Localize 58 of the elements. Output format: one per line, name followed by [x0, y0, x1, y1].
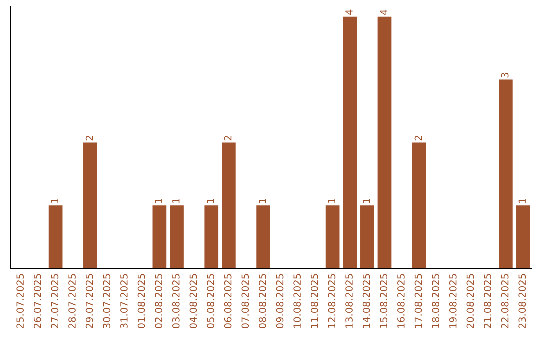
x-tick-label: 29.07.2025	[86, 274, 94, 328]
x-tick-label: 27.07.2025	[51, 274, 59, 328]
x-tick-label: 28.07.2025	[68, 274, 76, 328]
data-label: 1	[51, 198, 58, 204]
x-tick-label: 13.08.2025	[346, 274, 353, 328]
x-tick-label: 11.08.2025	[310, 274, 318, 328]
x-tick-label: 08.08.2025	[259, 274, 266, 328]
x-tick-label: 15.08.2025	[380, 274, 388, 328]
bar	[326, 206, 340, 269]
x-tick-label: 21.08.2025	[484, 274, 492, 328]
data-label: 1	[207, 198, 214, 204]
x-tick-label: 06.08.2025	[224, 274, 232, 328]
data-label: 2	[414, 136, 422, 141]
x-tick-label: 26.07.2025	[34, 274, 42, 328]
x-tick-label: 16.08.2025	[398, 274, 405, 328]
data-label: 2	[224, 136, 232, 141]
x-tick-label: 19.08.2025	[449, 274, 457, 328]
bar	[48, 206, 63, 269]
bar	[412, 142, 426, 269]
bar	[499, 80, 513, 269]
bar	[516, 206, 530, 269]
x-tick-label: 05.08.2025	[207, 274, 214, 328]
bar	[84, 142, 98, 269]
x-tick-label: 18.08.2025	[432, 274, 440, 328]
x-tick-label: 04.08.2025	[190, 274, 198, 328]
data-label: 4	[346, 10, 353, 16]
x-tick-label: 01.08.2025	[138, 274, 146, 328]
x-tick-label: 17.08.2025	[414, 274, 422, 328]
bar	[170, 206, 184, 269]
bar	[222, 142, 236, 269]
x-tick-label: 02.08.2025	[155, 274, 163, 328]
data-label: 4	[380, 10, 388, 16]
x-tick-label: 07.08.2025	[242, 274, 250, 328]
x-tick-label: 20.08.2025	[466, 274, 474, 328]
x-tick-label: 14.08.2025	[362, 274, 370, 328]
bar	[360, 206, 374, 269]
x-tick-label: 31.07.2025	[120, 274, 128, 328]
bar	[152, 206, 167, 269]
data-label: 3	[501, 73, 509, 78]
data-label: 2	[86, 136, 94, 141]
x-tick-label: 22.08.2025	[501, 274, 509, 328]
data-label: 1	[328, 198, 336, 204]
x-tick-label: 09.08.2025	[276, 274, 284, 328]
x-tick-label: 10.08.2025	[294, 274, 302, 328]
x-tick-label: 12.08.2025	[328, 274, 336, 328]
bar	[343, 16, 358, 269]
bar	[256, 206, 270, 269]
x-tick-label: 03.08.2025	[172, 274, 180, 328]
x-tick-label: 30.07.2025	[103, 274, 111, 328]
bar	[204, 206, 219, 269]
data-label: 1	[172, 198, 180, 204]
data-label: 1	[155, 198, 162, 204]
x-tick-label: 23.08.2025	[518, 274, 526, 328]
data-label: 1	[259, 198, 266, 204]
bar	[378, 16, 392, 269]
data-label: 1	[518, 198, 526, 204]
x-tick-label: 25.07.2025	[16, 274, 24, 328]
data-label: 1	[363, 198, 370, 204]
